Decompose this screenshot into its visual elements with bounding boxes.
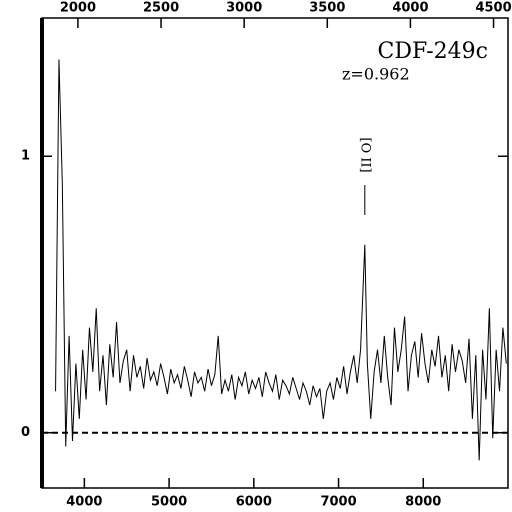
x2-tick-label: 2000: [60, 1, 96, 16]
x-tick-label: 6000: [236, 495, 272, 510]
x2-tick-label: 4000: [392, 1, 428, 16]
y-tick-label: 0: [21, 425, 30, 440]
x-tick-label: 4000: [66, 495, 102, 510]
y-tick-label: 1: [21, 149, 30, 164]
line-label: [O II]: [357, 137, 372, 172]
x2-tick-label: 3500: [309, 1, 345, 16]
redshift-label: z=0.962: [342, 65, 410, 84]
x2-tick-label: 3000: [226, 1, 262, 16]
x-tick-label: 7000: [320, 495, 356, 510]
spectrum-line: [55, 59, 507, 461]
x-tick-label: 8000: [405, 495, 441, 510]
x2-tick-label: 2500: [143, 1, 179, 16]
x-tick-label: 5000: [151, 495, 187, 510]
plot-frame: [41, 17, 509, 489]
x2-tick-label: 4500: [475, 1, 511, 16]
chart-title: CDF-249c: [378, 39, 489, 64]
